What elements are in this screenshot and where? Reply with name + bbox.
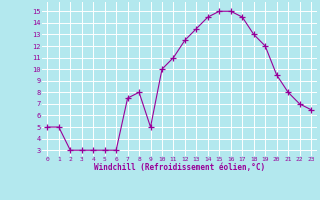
X-axis label: Windchill (Refroidissement éolien,°C): Windchill (Refroidissement éolien,°C) [94, 163, 265, 172]
